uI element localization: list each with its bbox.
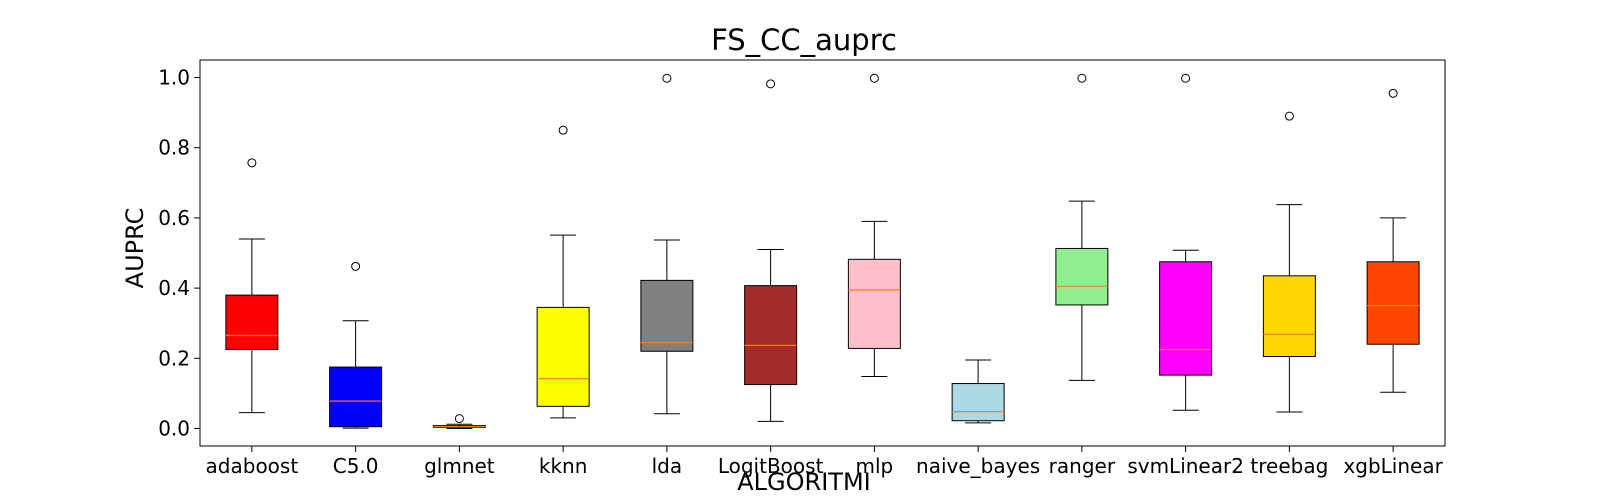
x-tick-label: kknn bbox=[539, 454, 588, 478]
plot-area: 0.0 0.2 0.4 0.6 0.8 1.0 adaboost C5.0 glmnet kknn… bbox=[158, 66, 1443, 478]
box-naive_bayes bbox=[951, 383, 1005, 422]
box-ranger bbox=[1055, 247, 1109, 306]
y-tick-label: 1.0 bbox=[158, 66, 190, 90]
outlier-point bbox=[1388, 88, 1398, 98]
outlier-point bbox=[1284, 111, 1294, 121]
outlier-point bbox=[351, 261, 361, 271]
chart-title: FS_CC_auprc bbox=[711, 23, 897, 57]
box-mlp bbox=[847, 258, 901, 349]
y-axis-title: AUPRC bbox=[121, 208, 149, 289]
box-lda bbox=[640, 279, 694, 352]
y-tick-label: 0.4 bbox=[158, 276, 190, 300]
x-tick-label: C5.0 bbox=[333, 454, 379, 478]
box-kknn bbox=[536, 306, 590, 407]
outlier-point bbox=[662, 73, 672, 83]
outlier-point bbox=[1077, 73, 1087, 83]
box-C5.0 bbox=[329, 366, 383, 428]
box-svmLinear2 bbox=[1159, 261, 1213, 376]
x-tick-label: xgbLinear bbox=[1343, 454, 1443, 478]
outlier-point bbox=[766, 79, 776, 89]
x-tick-label: lda bbox=[652, 454, 683, 478]
x-axis-title: ALGORITMI bbox=[737, 468, 870, 496]
outlier-point bbox=[869, 73, 879, 83]
x-tick-label: naive_bayes bbox=[916, 454, 1040, 478]
outlier-point bbox=[1181, 73, 1191, 83]
box-treebag bbox=[1262, 275, 1316, 358]
outlier-point bbox=[454, 414, 464, 424]
x-tick-label: svmLinear2 bbox=[1127, 454, 1244, 478]
outlier-point bbox=[247, 158, 257, 168]
box-xgbLinear bbox=[1366, 261, 1420, 345]
x-tick-label: glmnet bbox=[424, 454, 495, 478]
x-tick-label: ranger bbox=[1049, 454, 1116, 478]
y-tick-label: 0.6 bbox=[158, 206, 190, 230]
x-tick-label: adaboost bbox=[206, 454, 299, 478]
x-tick-label: mlp bbox=[856, 454, 894, 478]
x-tick-label: treebag bbox=[1250, 454, 1328, 478]
box-LogitBoost bbox=[744, 285, 798, 386]
box-adaboost bbox=[225, 294, 279, 351]
plot-frame bbox=[199, 59, 1446, 447]
y-tick-label: 0.2 bbox=[158, 346, 190, 370]
outlier-point bbox=[558, 125, 568, 135]
y-tick-label: 0.8 bbox=[158, 136, 190, 160]
x-tick-label: LogitBoost bbox=[718, 454, 824, 478]
y-tick-label: 0.0 bbox=[158, 416, 190, 440]
